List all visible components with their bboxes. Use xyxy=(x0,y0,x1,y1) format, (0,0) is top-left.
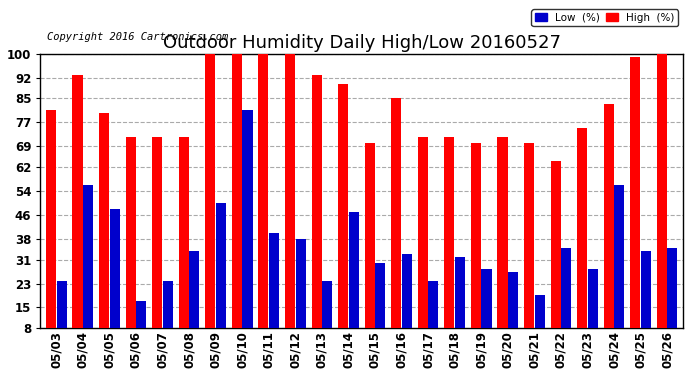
Bar xyxy=(311,75,322,352)
Bar xyxy=(604,105,613,352)
Bar xyxy=(322,280,332,352)
Bar xyxy=(630,57,640,352)
Legend: Low  (%), High  (%): Low (%), High (%) xyxy=(531,9,678,26)
Bar xyxy=(338,84,348,352)
Text: Copyright 2016 Cartronics.com: Copyright 2016 Cartronics.com xyxy=(47,32,228,42)
Bar xyxy=(641,251,651,352)
Bar xyxy=(163,280,173,352)
Bar xyxy=(179,137,189,352)
Bar xyxy=(189,251,199,352)
Bar xyxy=(497,137,508,352)
Bar xyxy=(258,54,268,352)
Bar xyxy=(402,254,412,352)
Bar xyxy=(205,54,215,352)
Bar xyxy=(375,262,385,352)
Bar xyxy=(657,54,667,352)
Bar xyxy=(588,268,598,352)
Bar xyxy=(126,137,136,352)
Bar xyxy=(561,248,571,352)
Bar xyxy=(391,99,402,352)
Bar xyxy=(482,268,491,352)
Bar xyxy=(667,248,678,352)
Bar xyxy=(428,280,438,352)
Bar xyxy=(136,302,146,352)
Bar xyxy=(508,272,518,352)
Bar xyxy=(524,143,534,352)
Bar xyxy=(455,256,465,352)
Bar xyxy=(551,161,560,352)
Bar xyxy=(72,75,83,352)
Bar xyxy=(83,185,93,352)
Bar xyxy=(242,110,253,352)
Bar xyxy=(295,239,306,352)
Bar xyxy=(99,113,109,352)
Bar xyxy=(110,209,120,352)
Bar xyxy=(614,185,624,352)
Bar xyxy=(535,296,544,352)
Bar xyxy=(216,203,226,352)
Bar xyxy=(269,233,279,352)
Bar xyxy=(232,54,242,352)
Bar xyxy=(57,280,67,352)
Bar xyxy=(417,137,428,352)
Bar xyxy=(364,143,375,352)
Bar xyxy=(46,110,56,352)
Bar xyxy=(444,137,455,352)
Bar xyxy=(348,212,359,352)
Bar xyxy=(152,137,162,352)
Title: Outdoor Humidity Daily High/Low 20160527: Outdoor Humidity Daily High/Low 20160527 xyxy=(163,34,561,52)
Bar xyxy=(577,128,587,352)
Bar xyxy=(471,143,481,352)
Bar xyxy=(285,54,295,352)
